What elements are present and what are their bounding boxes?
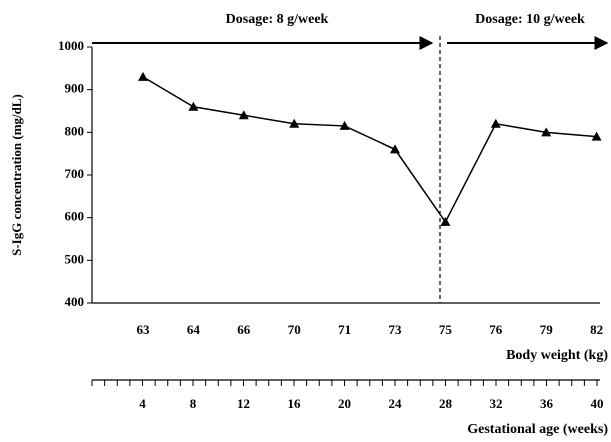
y-tick-label: 500: [65, 251, 85, 266]
x2-tick-label: 16: [288, 396, 302, 411]
marker: [188, 101, 199, 111]
x2-tick-label: 32: [490, 396, 503, 411]
marker: [591, 131, 602, 141]
x-tick-label: 70: [288, 322, 301, 337]
marker: [541, 127, 552, 137]
x2-axis-label: Gestational age (weeks): [467, 422, 608, 437]
x-tick-label: 63: [137, 322, 151, 337]
x-tick-label: 73: [389, 322, 403, 337]
marker: [490, 118, 501, 128]
x-tick-label: 76: [489, 322, 503, 337]
marker: [440, 216, 451, 226]
x2-tick-label: 36: [540, 396, 554, 411]
x-tick-label: 64: [187, 322, 201, 337]
x2-tick-label: 20: [338, 396, 351, 411]
x-tick-label: 75: [439, 322, 453, 337]
marker: [289, 118, 300, 128]
x2-tick-label: 24: [389, 396, 403, 411]
x-tick-label: 82: [590, 322, 603, 337]
x2-tick-label: 12: [237, 396, 250, 411]
y-axis-label: S-IgG concentration (mg/dL): [9, 94, 24, 256]
y-tick-label: 1000: [58, 38, 84, 53]
x-tick-label: 79: [540, 322, 554, 337]
x2-tick-label: 28: [439, 396, 453, 411]
marker: [339, 120, 350, 130]
x-tick-label: 71: [338, 322, 351, 337]
y-tick-label: 900: [65, 81, 85, 96]
marker: [238, 110, 249, 120]
x2-tick-label: 40: [591, 396, 604, 411]
marker: [390, 144, 400, 154]
x2-tick-label: 4: [139, 396, 146, 411]
x2-tick-label: 8: [190, 396, 197, 411]
y-tick-label: 600: [65, 209, 85, 224]
annotation: Dosage: 8 g/week: [226, 12, 329, 27]
marker: [138, 71, 148, 81]
y-tick-label: 700: [65, 166, 85, 181]
y-tick-label: 800: [65, 123, 85, 138]
y-tick-label: 400: [65, 294, 85, 309]
x-tick-label: 66: [237, 322, 251, 337]
x-axis-label: Body weight (kg): [506, 348, 608, 363]
annotation: Dosage: 10 g/week: [475, 12, 585, 27]
line: [142, 76, 597, 224]
